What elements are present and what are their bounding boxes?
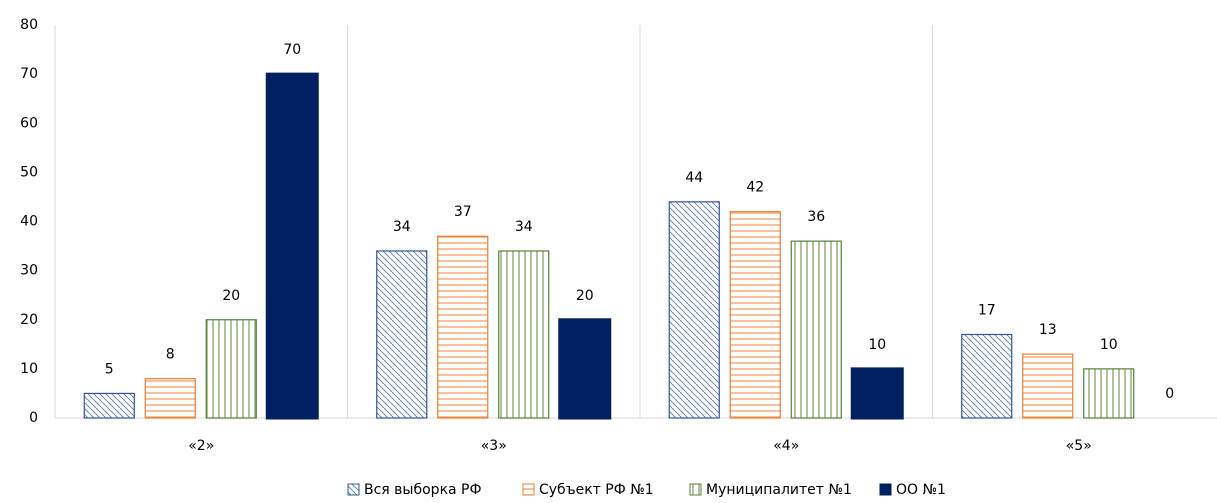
bar <box>437 235 489 419</box>
y-tick-label: 70 <box>20 66 38 82</box>
bar <box>83 392 135 419</box>
value-label: 10 <box>1100 337 1118 353</box>
value-label: 34 <box>515 219 533 235</box>
y-tick-label: 80 <box>20 17 38 33</box>
value-label: 37 <box>454 204 472 220</box>
x-tick-label: «3» <box>481 438 507 454</box>
bar <box>265 72 319 420</box>
value-label: 36 <box>807 209 825 225</box>
value-label: 5 <box>105 361 114 377</box>
bar <box>558 318 612 420</box>
bar <box>850 367 904 420</box>
value-label: 17 <box>978 302 996 318</box>
value-label: 0 <box>1165 386 1174 402</box>
bar <box>790 240 842 419</box>
y-tick-label: 60 <box>20 115 38 131</box>
legend-swatch <box>522 483 535 496</box>
y-tick-label: 0 <box>29 410 38 426</box>
legend-label: Субъект РФ №1 <box>539 482 654 498</box>
value-label: 20 <box>222 288 240 304</box>
legend-label: Муниципалитет №1 <box>706 482 852 498</box>
value-label: 42 <box>746 180 764 196</box>
bar <box>729 211 781 419</box>
y-tick-label: 30 <box>20 263 38 279</box>
bar <box>498 250 550 419</box>
value-label: 70 <box>283 42 301 58</box>
y-tick-label: 10 <box>20 361 38 377</box>
bar <box>376 250 428 419</box>
legend-swatch <box>347 483 360 496</box>
bar <box>1022 353 1074 419</box>
value-label: 10 <box>868 337 886 353</box>
bar <box>668 201 720 419</box>
value-label: 20 <box>576 288 594 304</box>
y-tick-label: 50 <box>20 164 38 180</box>
value-label: 34 <box>393 219 411 235</box>
bar <box>144 378 196 419</box>
x-tick-label: «4» <box>773 438 799 454</box>
value-label: 8 <box>166 347 175 363</box>
legend-swatch <box>689 483 702 496</box>
legend-label: Вся выборка РФ <box>364 482 482 498</box>
x-tick-label: «5» <box>1066 438 1092 454</box>
bar <box>961 333 1013 419</box>
bar <box>1083 368 1135 419</box>
bar <box>205 319 257 419</box>
value-label: 13 <box>1039 322 1057 338</box>
legend-label: ОО №1 <box>896 482 946 498</box>
y-tick-label: 20 <box>20 312 38 328</box>
y-tick-label: 40 <box>20 214 38 230</box>
x-tick-label: «2» <box>188 438 214 454</box>
value-label: 44 <box>685 170 703 186</box>
legend-swatch <box>879 483 892 496</box>
